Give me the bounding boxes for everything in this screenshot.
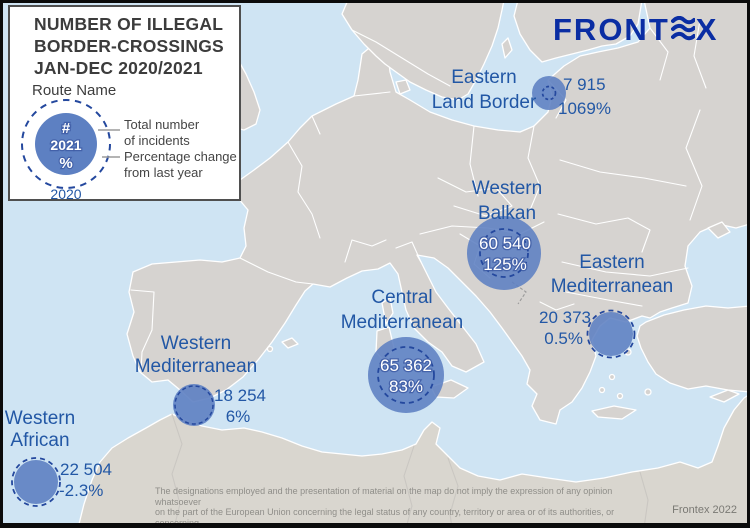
legend-bubble-2021 [35,113,97,175]
frontex-logo: FRONT X [553,12,718,47]
route-name: Central [371,287,432,308]
route-western-african: Western African 22 504 -2.3% [5,408,112,507]
legend-annotation-total-2: of incidents [124,133,190,148]
legend-diagram: # 2021 % 2020 Total number of incidents … [21,99,237,202]
bubble-2021 [467,216,541,290]
island-minorca [266,345,274,353]
route-name: Mediterranean [551,276,674,297]
title-line-1: NUMBER OF ILLEGAL [34,14,224,34]
route-change: 125% [483,255,526,274]
route-name: Western [472,178,542,199]
route-name: Balkan [478,203,536,224]
peninsula-crimea [707,221,731,239]
logo-wave-e-icon [670,15,696,47]
route-name: Mediterranean [135,356,258,377]
country-borders-africa [171,413,649,528]
legend-pct-symbol: % [59,155,72,172]
legend-year-previous: 2020 [50,186,81,202]
route-total: 18 254 [214,386,266,405]
legend-year-current: 2021 [50,137,81,153]
legend-box: NUMBER OF ILLEGAL BORDER-CROSSINGS JAN-D… [8,5,241,202]
title-line-2: BORDER-CROSSINGS [34,36,224,56]
legend-annotation-total-1: Total number [124,117,200,132]
disclaimer-line-2: on the part of the European Union concer… [155,507,615,528]
credit-text: Frontex 2022 [672,504,737,516]
bubble-2021 [14,460,58,504]
bubble-2020-dashed [11,457,61,507]
island-corsica [381,297,394,325]
route-total: 20 373 [539,308,591,327]
logo-text-front: FRONT [553,11,670,47]
bubble-2020-dashed [377,346,435,404]
disclaimer-line-1: The designations employed and the presen… [155,486,613,507]
route-name: Western [161,333,231,354]
island-rhodes [644,388,652,396]
route-total: 60 540 [479,234,531,253]
bubble-2021 [173,384,215,426]
land-turkey [636,305,750,393]
route-name: Eastern [579,252,644,273]
bubble-2020-dashed [479,228,529,278]
island-balearic [281,337,299,349]
title-line-3: JAN-DEC 2020/2021 [34,58,203,78]
legend-annotation-pct-1: Percentage change [124,149,237,164]
country-borders [130,19,707,372]
route-name: Eastern [451,67,516,88]
bubble-2021 [532,76,566,110]
disclaimer-text: The designations employed and the presen… [155,486,637,528]
route-western-mediterranean: Western Mediterranean 18 254 6% [135,333,266,426]
route-name: African [10,430,69,451]
bubble-2020-dashed [174,385,214,425]
island-cyprus [709,389,740,403]
map-title: NUMBER OF ILLEGAL BORDER-CROSSINGS JAN-D… [34,13,233,79]
land-north-africa [77,393,750,528]
route-total: 7 915 [563,75,606,94]
island-gotland [501,37,513,59]
route-name-label: Route Name [32,82,117,99]
route-central-mediterranean: Central Mediterranean 65 362 83% [341,287,464,413]
bubble-2021 [368,337,444,413]
island-zealand [395,79,411,95]
legend-bubble-2020-dashed [21,99,111,189]
route-change: -2.3% [59,481,103,500]
land-scandinavia [341,0,505,101]
route-change: 83% [389,377,423,396]
logo-text-x: X [695,11,719,47]
island-aegean-3 [616,392,624,400]
route-eastern-mediterranean: Eastern Mediterranean 20 373 0.5% [539,252,674,359]
route-western-balkan: Western Balkan 60 540 125% [467,178,542,290]
bubble-2020-dashed [541,85,557,101]
route-eastern-land-border: Eastern Land Border 7 915 1069% [432,67,611,118]
island-aegean-2 [608,373,616,381]
bubble-2020-dashed [586,309,636,359]
route-total: 65 362 [380,356,432,375]
island-aegean-1 [598,386,606,394]
route-name: Western [5,408,75,429]
route-name: Land Border [432,92,537,113]
route-name: Mediterranean [341,312,464,333]
route-change: 6% [226,407,251,426]
island-crete [591,405,637,420]
legend-count-symbol: # [62,120,71,137]
route-change: 0.5% [544,329,583,348]
route-change: 1069% [558,99,611,118]
route-total: 22 504 [60,460,112,479]
legend-annotation-pct-2: from last year [124,165,203,180]
bubble-2021 [589,312,633,356]
land-finland [513,0,643,63]
